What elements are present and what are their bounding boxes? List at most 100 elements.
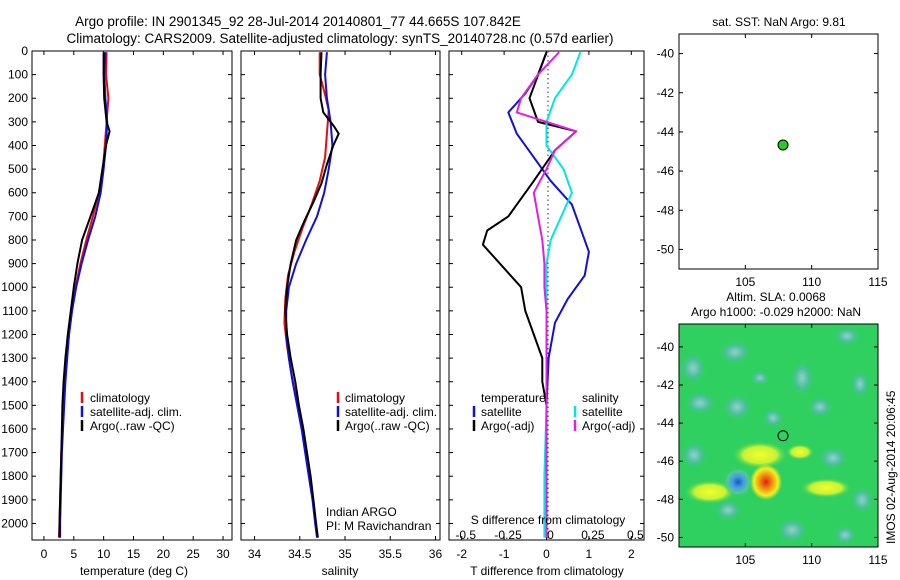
- depth-tick-label: 200: [8, 91, 28, 105]
- depth-axis: 0 100 200 300 400 500 600 700 800 900 1000 1100 1200…: [1, 44, 232, 530]
- latitude-tick-label: -50: [657, 242, 675, 256]
- salinity-x-label: salinity: [322, 564, 359, 578]
- x-tick-label: 36: [429, 547, 443, 561]
- depth-tick-label: 1500: [1, 398, 28, 412]
- depth-tick-label: 400: [8, 138, 28, 152]
- float-operator-label: Indian ARGO: [326, 505, 397, 519]
- depth-tick-label: 1300: [1, 351, 28, 365]
- latitude-tick-label: -42: [657, 378, 675, 392]
- salinity-plot-frame: [240, 50, 441, 541]
- latitude-tick-label: -40: [657, 47, 675, 61]
- latitude-tick-label: -48: [657, 203, 675, 217]
- depth-tick-label: 1600: [1, 422, 28, 436]
- s-diff-tick-label: 0.5: [627, 528, 644, 542]
- legend-label-temp-argo: Argo(-adj): [481, 419, 534, 433]
- legend-label-argo: Argo(..raw -QC): [90, 419, 175, 433]
- sst-map-axes: 105 110 115 -40 -42 -44 -46 -48 -50: [657, 34, 888, 289]
- depth-tick-label: 500: [8, 162, 28, 176]
- depth-tick-label: 1200: [1, 327, 28, 341]
- temperature-x-label: temperature (deg C): [80, 564, 188, 578]
- depth-tick-label: 700: [8, 209, 28, 223]
- latitude-tick-label: -42: [657, 86, 675, 100]
- sst-map-panel: sat. SST: NaN Argo: 9.81 105 110 115 -40 -42…: [657, 15, 888, 289]
- longitude-tick-label: 105: [735, 553, 755, 567]
- depth-tick-label: 100: [8, 68, 28, 82]
- depth-tick-label: 1900: [1, 493, 28, 507]
- temperature-panel: 0100200300400500600700800900100011001200…: [1, 44, 233, 578]
- latitude-tick-label: -44: [657, 416, 675, 430]
- depth-tick-label: 1700: [1, 446, 28, 460]
- x-tick-label: -1: [499, 547, 510, 561]
- sst-map-frame: [678, 33, 879, 270]
- difference-y-ticks: [449, 50, 644, 524]
- depth-tick-label: 1100: [2, 304, 28, 318]
- difference-legend: temperature satellite Argo(-adj) salinit…: [472, 391, 635, 433]
- salinity-x-axis: 34 34.5 35 35.5 36: [248, 51, 443, 561]
- x-tick-label: 34: [248, 547, 262, 561]
- x-tick-label: 34.5: [288, 547, 312, 561]
- principal-investigator-label: PI: M Ravichandran: [326, 519, 431, 533]
- sla-map-title-line-1: Altim. SLA: 0.0068: [726, 290, 826, 304]
- legend-heading-salinity: salinity: [582, 391, 619, 405]
- sla-heatmap: [679, 324, 878, 547]
- longitude-tick-label: 115: [868, 275, 887, 289]
- legend-label-sal-argo: Argo(-adj): [582, 419, 635, 433]
- imos-timestamp-label: IMOS 02-Aug-2014 20:06:45: [884, 390, 898, 544]
- title-line-1: Argo profile: IN 2901345_92 28-Jul-2014 …: [75, 14, 521, 29]
- depth-tick-label: 800: [8, 233, 28, 247]
- x-tick-label: 2: [628, 547, 635, 561]
- longitude-tick-label: 110: [802, 275, 821, 289]
- argo-float-location-marker: [777, 430, 789, 442]
- depth-tick-label: 2000: [1, 516, 28, 530]
- temperature-profiles: [57, 52, 111, 538]
- salinity-y-ticks: [241, 50, 440, 524]
- x-tick-label: 20: [157, 547, 171, 561]
- x-tick-label: 0: [543, 547, 550, 561]
- depth-tick-label: 1400: [1, 375, 28, 389]
- s-diff-tick-label: -0.5: [455, 528, 476, 542]
- difference-panel: -2 -1 0 1 2 -0.5 -0.25 0 0.25 0.5 S difference fr…: [448, 50, 645, 578]
- depth-tick-label: 600: [8, 186, 28, 200]
- temperature-legend: climatology satellite-adj. clim. Argo(..…: [80, 391, 182, 433]
- series-argo-raw-qc: [284, 52, 340, 538]
- legend-label-climatology: climatology: [345, 391, 405, 405]
- longitude-tick-label: 110: [802, 553, 821, 567]
- sla-map-axes: 105 110 115 -40 -42 -44 -46 -48 -50: [657, 324, 888, 567]
- sla-map-title-line-2: Argo h1000: -0.029 h2000: NaN: [691, 305, 861, 319]
- x-tick-label: 30: [216, 547, 230, 561]
- legend-label-climatology: climatology: [90, 391, 150, 405]
- latitude-tick-label: -50: [657, 530, 675, 544]
- legend-label-temp-satellite: satellite: [481, 405, 522, 419]
- latitude-tick-label: -46: [657, 454, 675, 468]
- x-tick-label: 35.5: [379, 547, 403, 561]
- series-argo-raw-qc: [58, 52, 111, 538]
- argo-float-location-marker: [777, 139, 789, 151]
- s-diff-tick-label: -0.25: [494, 528, 522, 542]
- latitude-tick-label: -48: [657, 492, 675, 506]
- longitude-tick-label: 115: [868, 553, 887, 567]
- difference-x-axis: -2 -1 0 1 2 -0.5 -0.25 0 0.25 0.5: [455, 51, 644, 561]
- depth-tick-label: 300: [8, 115, 28, 129]
- sst-map-markers: [777, 139, 789, 151]
- x-tick-label: 10: [97, 547, 111, 561]
- salinity-profiles: [283, 52, 340, 538]
- x-tick-label: 15: [127, 547, 141, 561]
- t-difference-label: T difference from climatology: [470, 564, 624, 578]
- title-line-2: Climatology: CARS2009. Satellite-adjuste…: [66, 31, 613, 46]
- sst-map-title: sat. SST: NaN Argo: 9.81: [712, 15, 846, 29]
- s-diff-tick-label: 0.25: [581, 528, 605, 542]
- sla-map-markers: [777, 430, 789, 442]
- sla-map-frame: [678, 323, 879, 548]
- x-tick-label: 0: [41, 547, 48, 561]
- s-difference-label: S difference from climatology: [471, 513, 626, 527]
- temperature-x-axis: 0 5 10 15 20 25 30: [41, 51, 230, 561]
- legend-label-sal-satellite: satellite: [582, 405, 623, 419]
- legend-label-argo: Argo(..raw -QC): [345, 419, 430, 433]
- x-tick-label: -2: [456, 547, 467, 561]
- s-diff-tick-label: 0: [547, 528, 554, 542]
- legend-label-satellite-adj: satellite-adj. clim.: [345, 405, 437, 419]
- depth-tick-label: 1000: [1, 280, 28, 294]
- latitude-tick-label: -44: [657, 125, 675, 139]
- depth-tick-label: 0: [21, 44, 28, 58]
